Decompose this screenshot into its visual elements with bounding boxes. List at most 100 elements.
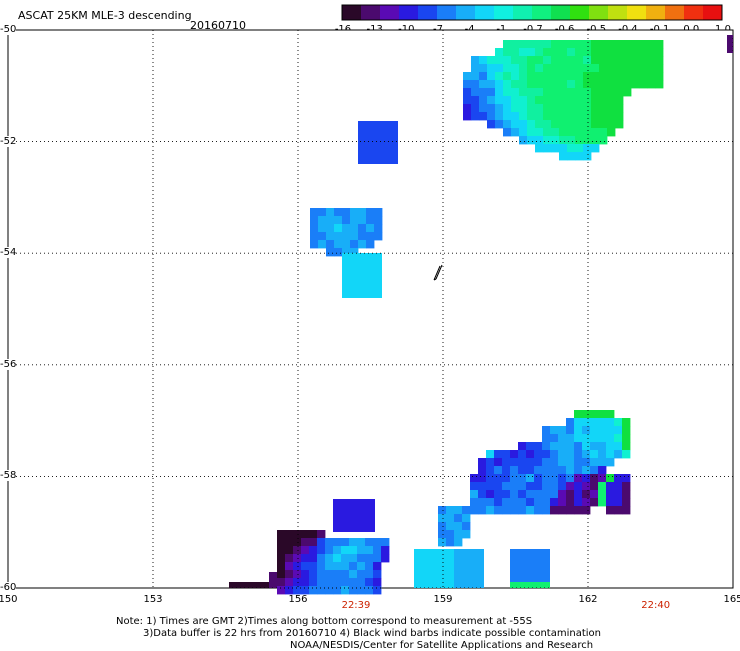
wind-cell — [590, 442, 599, 451]
wind-cell — [591, 96, 600, 105]
wind-cell — [599, 136, 608, 145]
legend-swatch — [608, 5, 628, 20]
wind-cell — [486, 450, 495, 459]
wind-cell — [567, 104, 576, 113]
wind-cell — [526, 450, 535, 459]
wind-cell — [301, 554, 310, 563]
wind-cell — [326, 208, 335, 217]
wind-cell — [655, 48, 664, 57]
wind-cell — [559, 120, 568, 129]
wind-cell — [614, 482, 623, 491]
wind-cell — [503, 48, 512, 57]
wind-cell — [478, 498, 487, 507]
wind-cell — [591, 144, 600, 153]
wind-cell — [519, 72, 528, 81]
wind-cell — [606, 450, 615, 459]
wind-cell — [606, 506, 615, 515]
wind-cell — [614, 450, 623, 459]
wind-cell — [583, 48, 592, 57]
wind-cell — [591, 88, 600, 97]
wind-cell — [599, 64, 608, 73]
wind-cell — [559, 104, 568, 113]
wind-cell — [317, 586, 326, 595]
wind-cell — [503, 72, 512, 81]
wind-cell — [543, 88, 552, 97]
wind-cell — [349, 578, 358, 587]
wind-cell — [598, 474, 607, 483]
wind-cell — [471, 80, 480, 89]
wind-cell — [535, 144, 544, 153]
wind-cell — [607, 88, 616, 97]
wind-cell — [534, 498, 543, 507]
wind-cell — [518, 466, 527, 475]
wind-cell — [502, 466, 511, 475]
wind-cell — [333, 570, 342, 579]
wind-cell — [622, 490, 631, 499]
longitude-label: 153 — [143, 594, 163, 605]
wind-cell — [349, 562, 358, 571]
wind-cell — [542, 482, 551, 491]
wind-cell — [607, 104, 616, 113]
wind-cell — [551, 56, 560, 65]
wind-cell — [519, 136, 528, 145]
wind-cell — [543, 96, 552, 105]
wind-cell — [365, 562, 374, 571]
wind-cell — [550, 474, 559, 483]
wind-cell — [598, 490, 607, 499]
wind-cell — [598, 498, 607, 507]
wind-cell — [462, 530, 471, 539]
wind-cell — [470, 498, 479, 507]
wind-cell — [293, 578, 302, 587]
wind-cell — [358, 224, 367, 233]
wind-cell — [550, 482, 559, 491]
wind-cell — [333, 562, 342, 571]
wind-cell — [503, 120, 512, 129]
wind-cell — [373, 546, 382, 555]
wind-cell — [526, 474, 535, 483]
wind-cell — [599, 128, 608, 137]
wind-cell — [462, 522, 471, 531]
wind-cell — [655, 72, 664, 81]
wind-cell — [551, 128, 560, 137]
wind-cell — [583, 112, 592, 121]
wind-cell — [598, 442, 607, 451]
wind-cell — [590, 410, 599, 419]
wind-cell — [622, 418, 631, 427]
longitude-label: 156 — [288, 594, 308, 605]
wind-cell — [551, 120, 560, 129]
wind-cell — [606, 458, 615, 467]
wind-cell — [542, 434, 551, 443]
wind-cell — [318, 216, 327, 225]
wind-cell — [591, 80, 600, 89]
wind-cell — [526, 482, 535, 491]
wind-cell — [591, 120, 600, 129]
longitude-label: 165 — [723, 594, 740, 605]
wind-cell — [366, 224, 375, 233]
wind-cell — [639, 40, 648, 49]
wind-cell — [309, 578, 318, 587]
wind-cell — [566, 474, 575, 483]
wind-cell — [615, 48, 624, 57]
wind-cell — [598, 458, 607, 467]
wind-cell — [607, 48, 616, 57]
wind-cell — [590, 458, 599, 467]
wind-cell — [293, 562, 302, 571]
wind-cell — [470, 490, 479, 499]
wind-cell — [615, 40, 624, 49]
wind-cell — [599, 96, 608, 105]
wind-cell — [503, 56, 512, 65]
wind-cell — [502, 506, 511, 515]
wind-cell — [615, 64, 624, 73]
wind-cell — [518, 482, 527, 491]
wind-cell — [446, 530, 455, 539]
wind-cell — [575, 64, 584, 73]
wind-cell — [373, 554, 382, 563]
longitude-label: 159 — [433, 594, 453, 605]
wind-cell — [495, 120, 504, 129]
wind-cell — [357, 578, 366, 587]
wind-cell — [527, 80, 536, 89]
wind-cell — [519, 80, 528, 89]
wind-cell — [519, 120, 528, 129]
wind-cell — [357, 562, 366, 571]
wind-cell — [487, 120, 496, 129]
